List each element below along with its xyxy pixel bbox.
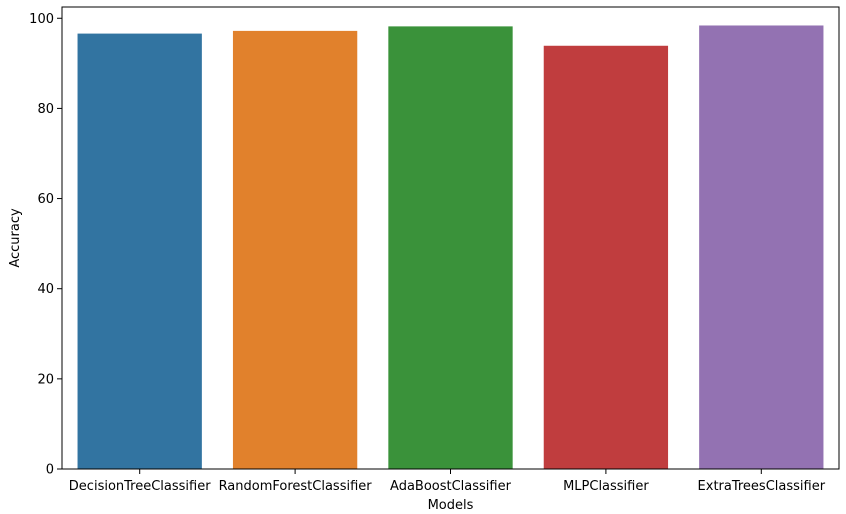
x-tick-label: RandomForestClassifier [219, 479, 373, 494]
y-tick-label: 0 [46, 463, 54, 478]
x-tick-label: MLPClassifier [563, 479, 649, 494]
y-tick-label: 20 [37, 372, 54, 387]
y-tick-label: 80 [37, 102, 54, 117]
y-tick-label: 60 [37, 192, 54, 207]
x-tick-label: ExtraTreesClassifier [698, 479, 826, 494]
bar-adaboostclassifier [388, 26, 513, 469]
y-tick-label: 100 [29, 12, 54, 27]
x-tick-label: DecisionTreeClassifier [69, 479, 211, 494]
bar-randomforestclassifier [232, 30, 358, 469]
x-tick-label: AdaBoostClassifier [390, 479, 512, 494]
bar-extratreesclassifier [699, 25, 824, 469]
x-axis-label: Models [428, 498, 474, 513]
y-tick-label: 40 [37, 282, 54, 297]
plot-frame [61, 6, 840, 470]
bars-group [77, 25, 824, 469]
y-axis-label: Accuracy [8, 208, 23, 268]
y-axis-ticks: 0 20 40 60 80 100 [29, 12, 62, 478]
x-axis-ticks: DecisionTreeClassifier RandomForestClassi… [69, 469, 826, 494]
bar-mlpclassifier [543, 45, 669, 469]
bar-decisiontreeclassifier [77, 33, 202, 469]
